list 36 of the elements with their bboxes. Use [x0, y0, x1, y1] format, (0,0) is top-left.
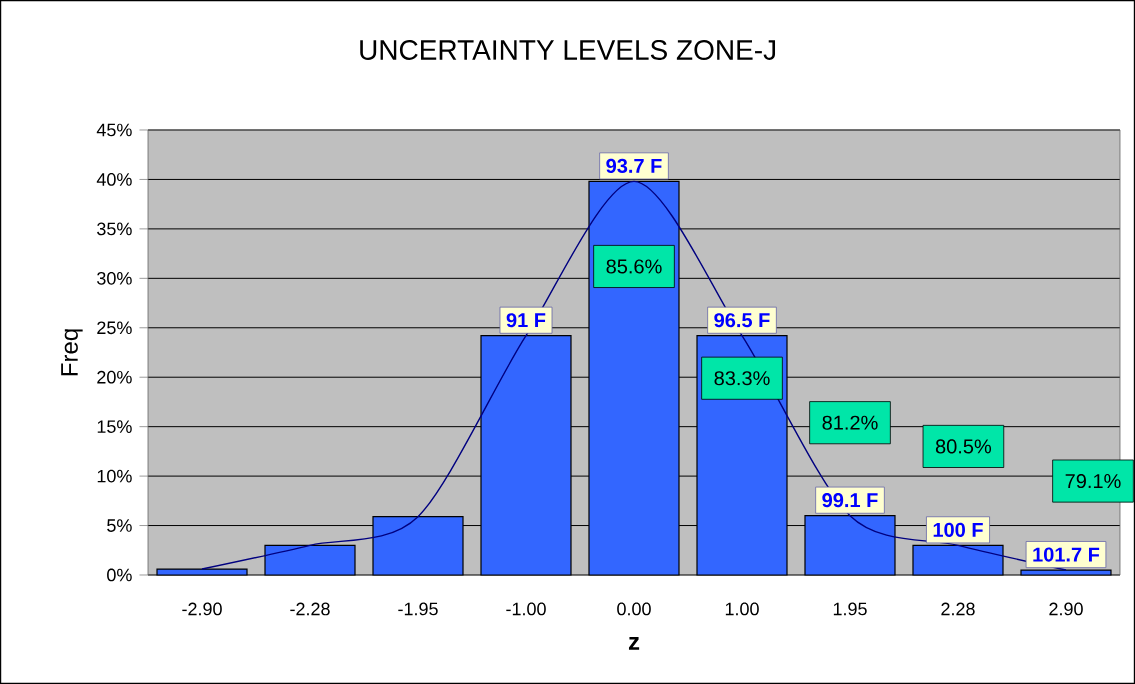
- chart-title: UNCERTAINTY LEVELS ZONE-J: [360, 40, 776, 60]
- y-tick-label: 30%: [97, 271, 132, 285]
- x-tick-label: 2.28: [941, 602, 975, 616]
- annotation: 93.7 F: [606, 158, 662, 174]
- y-tick-label: 0%: [107, 568, 132, 582]
- bar: [156, 568, 248, 576]
- x-tick-label: 0.00: [617, 602, 651, 616]
- annotation: 80.5%: [935, 439, 992, 454]
- x-tick-label: 2.90: [1049, 602, 1083, 616]
- y-tick-label: 25%: [97, 321, 132, 335]
- y-tick-label: 10%: [97, 469, 132, 483]
- annotation: 83.3%: [714, 371, 770, 386]
- annotation: 81.2%: [822, 415, 878, 430]
- annotation: 100 F: [933, 522, 983, 537]
- y-tick-label: 35%: [97, 222, 132, 236]
- x-tick-label: -1.95: [398, 602, 438, 616]
- x-axis-title: z: [628, 637, 640, 650]
- x-tick-label: 1.00: [725, 602, 759, 616]
- x-tick-label: -2.90: [182, 602, 222, 616]
- x-tick-label: -2.28: [290, 602, 330, 616]
- annotation: 96.5 F: [714, 313, 770, 328]
- y-tick-label: 15%: [97, 420, 132, 433]
- annotation: 79.1%: [1065, 473, 1121, 489]
- y-tick-label: 5%: [107, 519, 132, 532]
- y-tick-label: 45%: [96, 123, 132, 137]
- annotation: 101.7 F: [1033, 547, 1100, 562]
- y-tick-label: 20%: [97, 370, 132, 384]
- annotation: 99.1 F: [822, 493, 878, 508]
- y-tick-label: 40%: [96, 173, 132, 186]
- annotation: 91 F: [506, 313, 546, 328]
- bar: [264, 544, 356, 576]
- x-tick-label: 1.95: [833, 602, 867, 616]
- annotation: 85.6%: [606, 259, 662, 274]
- x-tick-label: -1.00: [506, 602, 546, 616]
- bar: [1020, 569, 1112, 576]
- y-axis-title: Freq: [61, 329, 83, 376]
